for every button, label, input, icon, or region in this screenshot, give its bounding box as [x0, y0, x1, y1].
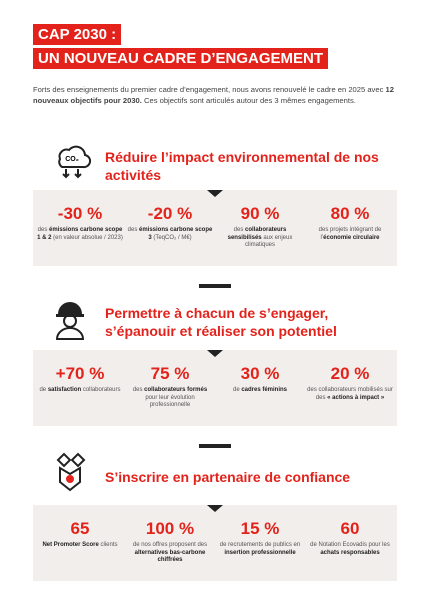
- bold-text: insertion professionnelle: [224, 549, 296, 556]
- bold-text: économie circulaire: [323, 234, 380, 241]
- stat-label: de recrutements de publics en insertion …: [217, 542, 303, 557]
- stat: 100 % de nos offres proposent des alterna…: [127, 519, 213, 565]
- stat-label: des émissions carbone scope 3 (TeqCO₂ / …: [127, 227, 213, 242]
- text: pour leur évolution professionnelle: [145, 394, 195, 409]
- stats-band: 65 Net Promoter Score clients 100 % de nos …: [33, 505, 397, 581]
- text: des: [127, 227, 139, 233]
- stat: 75 % des collaborateurs formés pour leur …: [127, 364, 213, 410]
- text: des: [37, 227, 49, 233]
- text: des projets intégrant de l’: [318, 227, 382, 241]
- stat-label: de satisfaction collaborateurs: [37, 387, 123, 395]
- intro: Forts des enseignements du premier cadre…: [33, 84, 398, 106]
- notch: [207, 505, 223, 512]
- stat-value: 80 %: [330, 204, 370, 223]
- text: (en valeur absolue / 2023): [51, 234, 123, 241]
- stat: 80 % des projets intégrant de l’économie …: [307, 204, 393, 242]
- bold-text: 12 nouveaux objectifs pour 2030.: [33, 85, 394, 105]
- bold-text: collaborateurs sensibilisés: [227, 227, 287, 241]
- stat-label: de cadres féminins: [217, 387, 303, 395]
- stat-label: des collaborateurs formés pour leur évol…: [127, 387, 213, 410]
- stat: 20 % des collaborateurs mobilisés sur des…: [307, 364, 393, 402]
- text: clients: [98, 542, 118, 548]
- stat-value: 100 %: [145, 519, 195, 538]
- bold-text: collaborateurs formés: [144, 387, 208, 393]
- stat: 65 Net Promoter Score clients: [37, 519, 123, 550]
- stat: 15 % de recrutements de publics en insert…: [217, 519, 303, 557]
- section-title: Permettre à chacun de s’engager, s’épano…: [105, 305, 337, 339]
- worker-icon: [55, 302, 85, 340]
- bold-text: satisfaction: [47, 387, 82, 393]
- stat-value: -20 %: [147, 204, 193, 223]
- bold-text: achats responsables: [320, 549, 380, 556]
- title-line: UN NOUVEAU CADRE D’ENGAGEMENT: [33, 48, 329, 69]
- stat: +70 % de satisfaction collaborateurs: [37, 364, 123, 395]
- stat-value: 15 %: [240, 519, 280, 538]
- text: des: [132, 387, 145, 393]
- stat: -30 % des émissions carbone scope 1 & 2 (…: [37, 204, 123, 242]
- notch: [207, 190, 223, 197]
- stat-label: des collaborateurs mobilisés sur des « a…: [307, 387, 393, 402]
- stat-label: des émissions carbone scope 1 & 2 (en va…: [37, 227, 123, 242]
- stat: 30 % de cadres féminins: [217, 364, 303, 395]
- title-line: CAP 2030 :: [33, 24, 122, 45]
- stat-label: Net Promoter Score clients: [37, 542, 123, 550]
- co2-icon: CO₂: [58, 145, 92, 179]
- bold-text: cadres féminins: [241, 387, 288, 393]
- section-title: Réduire l’impact environnemental de nos …: [105, 149, 379, 183]
- text: des collaborateurs mobilisés sur des: [307, 387, 393, 401]
- stat-value: -30 %: [57, 204, 103, 223]
- stat-label: de nos offres proposent des alternatives…: [127, 542, 213, 565]
- stat-value: 75 %: [150, 364, 190, 383]
- stat: -20 % des émissions carbone scope 3 (TeqC…: [127, 204, 213, 242]
- text: de: [232, 387, 242, 393]
- notch: [207, 350, 223, 357]
- text: de recrutements de publics en: [219, 542, 301, 548]
- bold-text: émissions carbone scope 3: [138, 227, 213, 241]
- text: des: [233, 227, 245, 233]
- bold-text: « actions à impact »: [327, 394, 385, 401]
- svg-text:CO₂: CO₂: [65, 156, 79, 163]
- stat-value: +70 %: [55, 364, 105, 383]
- bold-text: émissions carbone scope 1 & 2: [37, 227, 123, 241]
- stat: 90 % des collaborateurs sensibilisés aux …: [217, 204, 303, 250]
- stat-value: 90 %: [240, 204, 280, 223]
- stat-value: 60: [340, 519, 360, 538]
- stat: 60 de Notation Ecovadis pour les achats r…: [307, 519, 393, 557]
- section-title: S’inscrire en partenaire de confiance: [105, 469, 351, 485]
- stat-label: des projets intégrant de l’économie circ…: [307, 227, 393, 242]
- text: de nos offres proposent des: [132, 542, 208, 548]
- stat-value: 20 %: [330, 364, 370, 383]
- text: collaborateurs: [81, 387, 121, 393]
- stat-value: 30 %: [240, 364, 280, 383]
- stats-band: +70 % de satisfaction collaborateurs 75 % d…: [33, 350, 397, 426]
- text: de: [39, 387, 48, 393]
- handshake-icon: [56, 452, 86, 492]
- stats-band: -30 % des émissions carbone scope 1 & 2 (…: [33, 190, 397, 266]
- bold-text: Net Promoter Score: [42, 542, 99, 548]
- stat-label: de Notation Ecovadis pour les achats res…: [307, 542, 393, 557]
- bold-text: alternatives bas-carbone chiffrées: [134, 549, 206, 564]
- stat-value: 65: [70, 519, 90, 538]
- text: de Notation Ecovadis pour les: [310, 542, 390, 548]
- separator: [199, 284, 231, 288]
- text: aux enjeux climatiques: [244, 234, 293, 249]
- text: (TeqCO₂ / M€): [151, 234, 192, 241]
- separator: [199, 444, 231, 448]
- text: Ces objectifs sont articulés autour des …: [141, 96, 356, 105]
- stat-label: des collaborateurs sensibilisés aux enje…: [217, 227, 303, 250]
- text: Forts des enseignements du premier cadre…: [33, 85, 386, 94]
